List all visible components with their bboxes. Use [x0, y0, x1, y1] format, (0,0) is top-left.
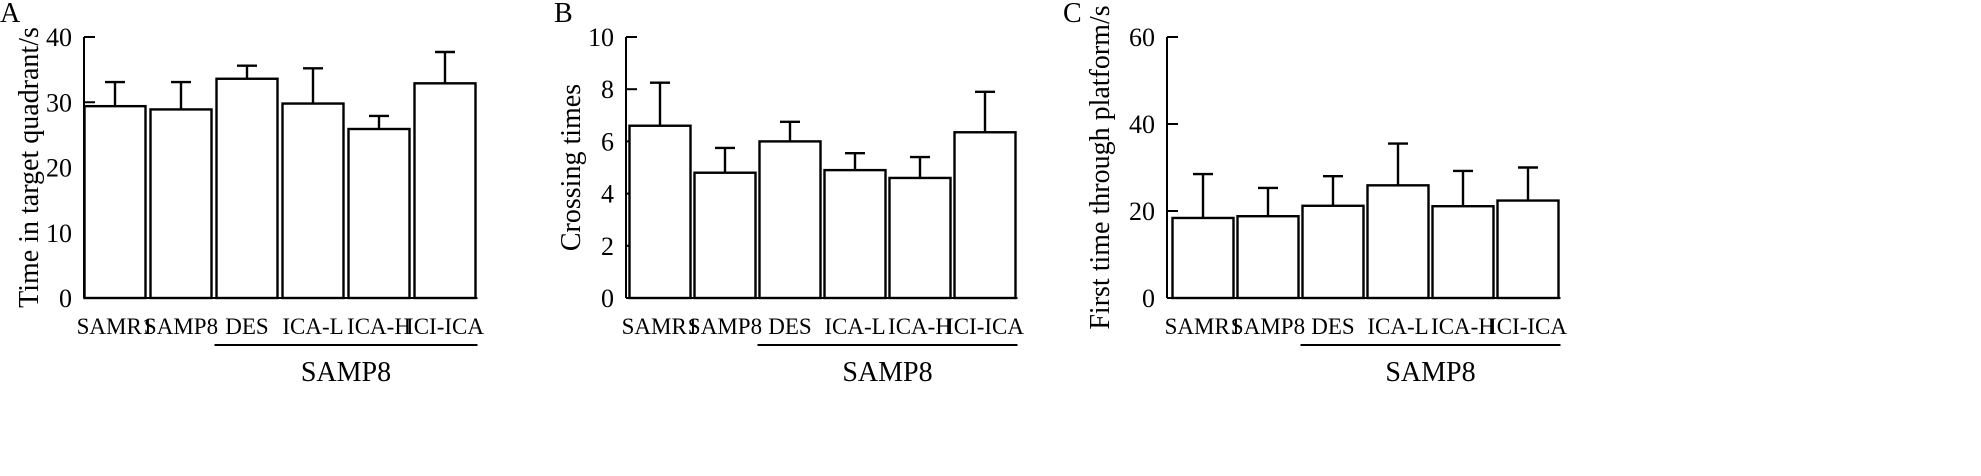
- bar-samp8: [149, 108, 213, 300]
- y-tick-label: 0: [59, 284, 72, 313]
- y-tick-label: 0: [601, 284, 614, 313]
- category-label: ICA-L: [824, 314, 885, 339]
- category-label: SAMR1: [622, 314, 699, 339]
- bar-samr1: [1171, 216, 1235, 300]
- category-label: SAMR1: [1165, 314, 1242, 339]
- y-tick-label: 10: [588, 23, 614, 52]
- bar-des: [215, 77, 279, 300]
- y-axis-label: First time through platform/s: [1085, 5, 1116, 329]
- bar-ici-ica: [1496, 199, 1560, 300]
- panel-letter: B: [554, 0, 573, 29]
- bar-samr1: [628, 124, 692, 300]
- bar-ici-ica: [953, 131, 1017, 300]
- category-label: ICA-H: [347, 314, 411, 339]
- bar-samp8: [693, 171, 757, 300]
- bar-des: [758, 140, 822, 300]
- y-tick-label: 20: [1129, 197, 1155, 226]
- category-label: ICI-ICA: [406, 314, 484, 339]
- y-axis-label: Crossing times: [556, 84, 587, 251]
- bar-ica-h: [1431, 205, 1495, 300]
- y-tick-label: 20: [46, 154, 72, 183]
- bar-ica-l: [281, 102, 345, 300]
- panel-letter: C: [1063, 0, 1082, 29]
- category-label: ICA-L: [1367, 314, 1428, 339]
- panel-letter: A: [0, 0, 21, 29]
- bar-ica-h: [347, 127, 411, 300]
- category-label: ICA-H: [1431, 314, 1495, 339]
- category-label: SAMP8: [1231, 314, 1305, 339]
- y-axis-label: Time in target quadrant/s: [14, 27, 45, 308]
- group-label: SAMP8: [842, 357, 932, 388]
- y-tick-label: 8: [601, 75, 614, 104]
- bar-des: [1301, 204, 1365, 300]
- category-label: SAMP8: [144, 314, 218, 339]
- y-tick-label: 0: [1142, 284, 1155, 313]
- bar-ica-l: [823, 168, 887, 300]
- category-label: DES: [1311, 314, 1354, 339]
- category-label: SAMR1: [77, 314, 154, 339]
- y-tick-label: 6: [601, 127, 614, 156]
- group-label: SAMP8: [1385, 357, 1475, 388]
- y-tick-label: 60: [1129, 23, 1155, 52]
- bar-ica-l: [1366, 184, 1430, 300]
- y-tick-label: 10: [46, 219, 72, 248]
- panel-c: C 0 20 40 60 First time through platform/s SAM…: [1063, 0, 1567, 388]
- category-label: DES: [225, 314, 268, 339]
- y-tick-label: 2: [601, 232, 614, 261]
- bar-ici-ica: [413, 82, 477, 300]
- bar-ica-h: [888, 176, 952, 300]
- y-tick-label: 30: [46, 88, 72, 117]
- bar-samr1: [83, 104, 147, 300]
- category-label: ICA-H: [888, 314, 952, 339]
- bar-samp8: [1236, 215, 1300, 300]
- category-label: SAMP8: [688, 314, 762, 339]
- category-label: DES: [768, 314, 811, 339]
- category-label: ICA-L: [282, 314, 343, 339]
- y-tick-label: 40: [1129, 110, 1155, 139]
- y-tick-label: 4: [601, 180, 614, 209]
- category-label: ICI-ICA: [946, 314, 1024, 339]
- group-label: SAMP8: [301, 357, 391, 388]
- y-tick-label: 40: [46, 23, 72, 52]
- category-label: ICI-ICA: [1489, 314, 1567, 339]
